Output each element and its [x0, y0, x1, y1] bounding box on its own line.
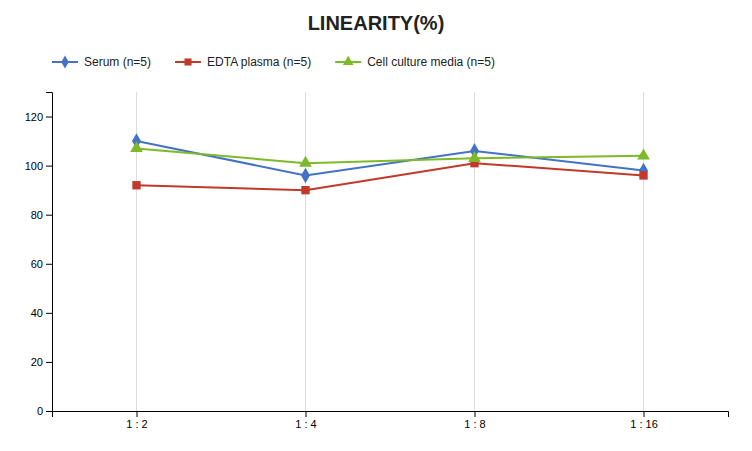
legend-item: Cell culture media (n=5)	[335, 55, 495, 69]
legend-marker	[184, 58, 191, 65]
x-axis: 1 : 2 1 : 4 1 : 8 1 : 16	[53, 411, 729, 430]
plot: 1 : 2 1 : 4 1 : 8 1 : 16 0 20 40 60 80 100 120	[25, 92, 729, 430]
marker	[639, 171, 647, 179]
x-tick-label: 1 : 16	[630, 418, 658, 430]
legend-label: Cell culture media (n=5)	[367, 55, 495, 69]
marker	[301, 186, 309, 194]
x-tick-mark	[475, 411, 476, 417]
y-tick-mark	[46, 411, 52, 412]
y-tick-label: 40	[31, 307, 43, 319]
x-tick-label: 1 : 2	[126, 418, 147, 430]
legend-item: Serum (n=5)	[52, 55, 151, 69]
marker	[130, 141, 143, 152]
y-tick-mark	[46, 117, 52, 118]
grid	[137, 92, 644, 411]
y-tick-label: 80	[31, 209, 43, 221]
legend-marker	[61, 55, 69, 68]
y-tick: 120	[25, 111, 52, 123]
grid-line	[305, 92, 306, 411]
marker	[299, 156, 312, 167]
x-tick: 1 : 8	[464, 411, 485, 430]
y-tick-mark	[46, 313, 52, 314]
y-tick: 60	[31, 258, 52, 270]
y-tick-label: 0	[37, 405, 43, 417]
y-tick-mark	[46, 264, 52, 265]
marker	[132, 181, 140, 189]
y-tick-mark	[46, 166, 52, 167]
line	[137, 148, 644, 163]
chart: LINEARITY(%) 1 : 2 1 : 4 1 : 8 1 : 16 0 20 40 60…	[0, 0, 752, 451]
x-tick-mark	[306, 411, 307, 417]
grid-line	[474, 92, 475, 411]
y-tick: 100	[25, 160, 52, 172]
grid-line	[643, 92, 644, 411]
x-tick-label: 1 : 8	[464, 418, 485, 430]
legend-item: EDTA plasma (n=5)	[175, 55, 311, 69]
y-tick-label: 100	[25, 160, 43, 172]
y-tick: 0	[37, 405, 52, 417]
legend-label: Serum (n=5)	[84, 55, 151, 69]
x-tick-mark	[644, 411, 645, 417]
line	[137, 163, 644, 190]
x-tick: 1 : 4	[295, 411, 316, 430]
series	[132, 159, 647, 194]
title: LINEARITY(%)	[308, 12, 445, 34]
marks	[130, 133, 650, 194]
y-tick: 20	[31, 356, 52, 368]
y-tick-label: 20	[31, 356, 43, 368]
y-tick-mark	[46, 215, 52, 216]
legend-label: EDTA plasma (n=5)	[207, 55, 311, 69]
x-tick-label: 1 : 4	[295, 418, 316, 430]
x-tick: 1 : 2	[126, 411, 147, 430]
legend-marker	[343, 56, 354, 65]
x-axis-line	[53, 412, 729, 418]
y-tick: 80	[31, 209, 52, 221]
legend: Serum (n=5) EDTA plasma (n=5) Cell culture…	[52, 55, 495, 69]
marker	[637, 148, 650, 159]
series	[130, 141, 650, 167]
y-axis-line	[46, 93, 53, 412]
y-tick-label: 120	[25, 111, 43, 123]
marker	[301, 168, 310, 184]
y-tick-label: 60	[31, 258, 43, 270]
y-tick-mark	[46, 362, 52, 363]
y-tick: 40	[31, 307, 52, 319]
x-tick: 1 : 16	[630, 411, 658, 430]
y-axis: 0 20 40 60 80 100 120	[25, 93, 53, 418]
x-tick-mark	[137, 411, 138, 417]
marker	[468, 151, 481, 162]
